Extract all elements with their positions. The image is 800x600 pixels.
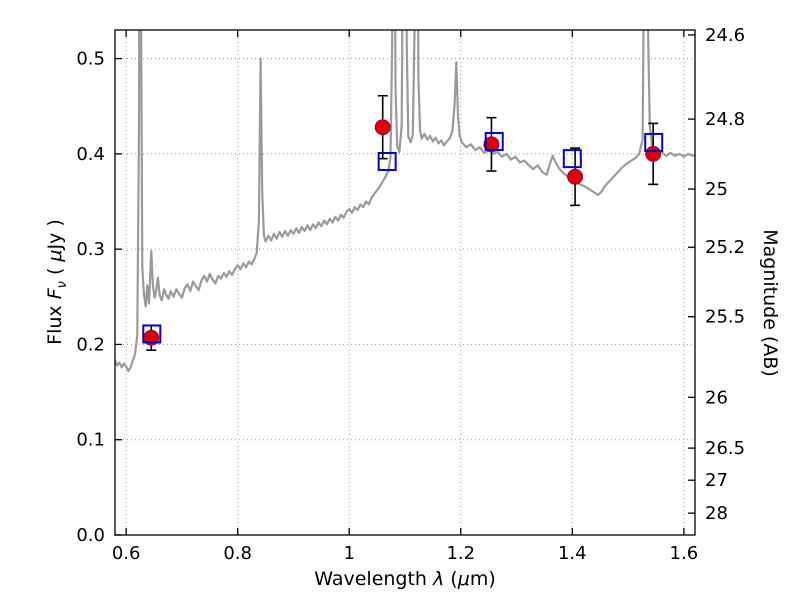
y-tick-label-right: 24.6 — [705, 25, 745, 46]
y-tick-label-right: 24.8 — [705, 109, 745, 130]
x-axis-label: Wavelength λ (μm) — [314, 568, 496, 590]
y-tick-label-left: 0.0 — [76, 525, 105, 546]
y-tick-label-right: 26.5 — [705, 438, 745, 459]
x-tick-label: 0.6 — [112, 543, 141, 564]
x-tick-label: 1 — [344, 543, 355, 564]
observed-point — [483, 136, 500, 153]
model-point — [644, 132, 664, 152]
model-point — [142, 324, 162, 344]
y-tick-label-right: 26 — [705, 387, 728, 408]
plot-frame — [114, 29, 696, 536]
x-tick-label: 1.2 — [446, 543, 475, 564]
y-tick-label-right: 28 — [705, 503, 728, 524]
model-point — [562, 149, 582, 169]
observed-point — [567, 168, 584, 185]
y-tick-label-right: 25.5 — [705, 307, 745, 328]
y-tick-label-left: 0.2 — [76, 334, 105, 355]
y-axis-label-left: Flux Fν ( μJy ) — [44, 219, 70, 345]
y-tick-label-right: 25.2 — [705, 237, 745, 258]
model-point — [377, 151, 397, 171]
y-axis-label-right: Magnitude (AB) — [759, 229, 781, 377]
y-tick-label-left: 0.4 — [76, 144, 105, 165]
observed-point — [374, 119, 391, 136]
y-tick-label-left: 0.5 — [76, 49, 105, 70]
x-tick-label: 1.6 — [670, 543, 699, 564]
y-tick-label-right: 27 — [705, 470, 728, 491]
y-tick-label-right: 25 — [705, 179, 728, 200]
x-tick-label: 0.8 — [223, 543, 252, 564]
y-tick-label-left: 0.3 — [76, 239, 105, 260]
model-point — [484, 131, 504, 151]
x-tick-label: 1.4 — [558, 543, 587, 564]
observed-point — [645, 145, 662, 162]
spectrum-line — [115, 30, 695, 373]
y-tick-label-left: 0.1 — [76, 430, 105, 451]
